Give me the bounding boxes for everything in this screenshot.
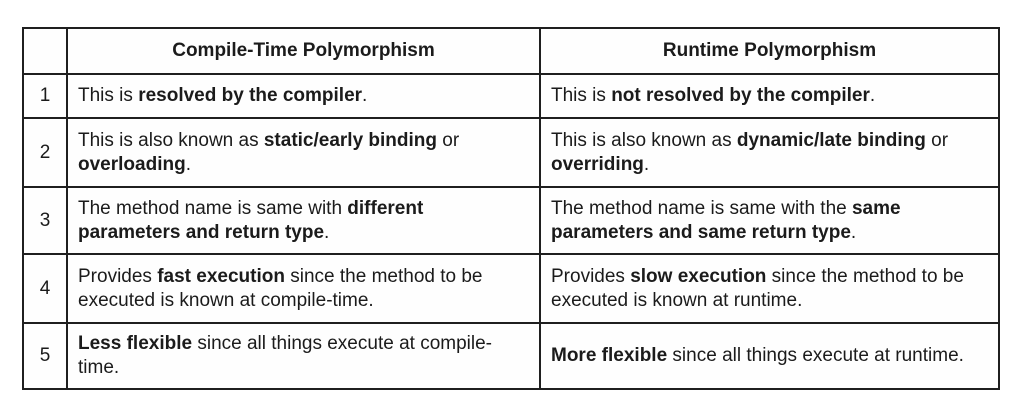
plain-text: since the method to be executed is known… [78,265,483,311]
runtime-cell: This is also known as dynamic/late bindi… [539,117,1000,188]
compile-time-cell: Less flexible since all things execute a… [66,322,541,390]
bold-text: overloading [78,153,186,175]
table-row: 5 Less flexible since all things execute … [22,322,1000,390]
plain-text: since all things execute at runtime. [667,345,964,366]
plain-text: . [643,153,650,175]
compile-time-cell: Provides fast execution since the method… [66,253,541,324]
header-cell-runtime: Runtime Polymorphism [539,27,1000,75]
plain-text: This is [78,85,139,106]
plain-text: This is also known as [78,129,264,151]
bold-text: static/early binding [263,129,438,151]
bold-text: fast execution [157,265,285,287]
plain-text: since all things execute at compile-time… [78,333,492,378]
table-row: 2 This is also known as static/early bind… [22,117,1000,188]
plain-text: Provides [78,265,158,287]
runtime-cell: Provides slow execution since the method… [539,253,1000,324]
header-cell-compile-time: Compile-Time Polymorphism [66,27,541,75]
compile-time-cell: This is also known as static/early bindi… [66,117,541,188]
runtime-cell: This is not resolved by the compiler. [539,73,1000,119]
plain-text: . [850,221,857,243]
bold-text: different parameters and return type [78,197,424,243]
compile-time-cell: The method name is same with different p… [66,186,541,255]
bold-text: More flexible [551,345,668,366]
row-number: 1 [22,73,68,119]
runtime-cell: The method name is same with the same pa… [539,186,1000,255]
plain-text: The method name is same with [78,197,348,219]
table-body: 1 This is resolved by the compiler. This i… [22,73,1000,390]
row-number: 4 [22,253,68,324]
polymorphism-comparison-table: Compile-Time Polymorphism Runtime Polymo… [22,27,1000,390]
bold-text: overriding [551,153,644,175]
plain-text: . [185,153,191,175]
bold-text: resolved by the compiler [138,85,363,106]
table-row: 1 This is resolved by the compiler. This i… [22,73,1000,119]
bold-text: Less flexible [78,333,193,354]
plain-text: . [869,85,876,106]
plain-text: . [324,221,330,243]
row-number: 3 [22,186,68,255]
row-number: 5 [22,322,68,390]
plain-text: The method name is same with the [551,197,852,219]
plain-text: This is also known as [551,129,737,151]
plain-text: since the method to be executed is known… [551,265,964,311]
bold-text: slow execution [630,265,767,287]
plain-text: . [362,85,368,106]
table-header-row: Compile-Time Polymorphism Runtime Polymo… [22,27,1000,75]
bold-text: same parameters and same return type [551,197,901,243]
table-row: 3 The method name is same with different … [22,186,1000,255]
compile-time-cell: This is resolved by the compiler. [66,73,541,119]
bold-text: dynamic/late binding [736,129,926,151]
plain-text: or [925,129,949,151]
plain-text: This is [551,85,612,106]
table-row: 4 Provides fast execution since the metho… [22,253,1000,324]
header-cell-index [22,27,68,75]
plain-text: or [437,129,460,151]
row-number: 2 [22,117,68,188]
runtime-cell: More flexible since all things execute a… [539,322,1000,390]
plain-text: Provides [551,265,631,287]
bold-text: not resolved by the compiler [611,85,870,106]
